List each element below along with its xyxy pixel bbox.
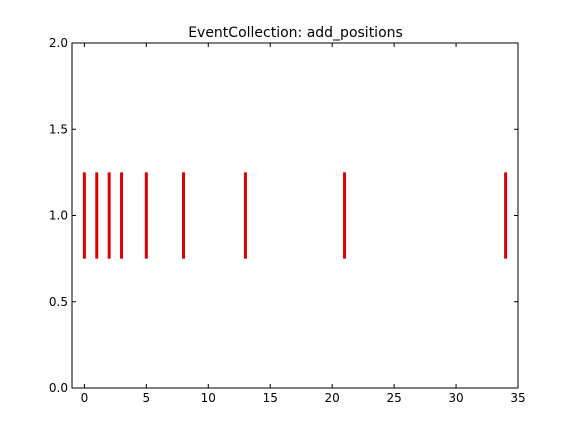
y-axis: 0.0 0.5 1.0 1.5 2.0 (49, 36, 518, 395)
x-tick-label: 30 (448, 391, 463, 405)
x-tick-label: 25 (386, 391, 401, 405)
x-tick-label: 20 (325, 391, 340, 405)
y-tick-label: 1.0 (49, 209, 68, 223)
x-tick-label: 35 (510, 391, 525, 405)
y-tick-label: 0.0 (49, 381, 68, 395)
y-tick-label: 2.0 (49, 36, 68, 50)
x-tick-label: 0 (81, 391, 89, 405)
x-tick-label: 15 (263, 391, 278, 405)
x-axis: 0 5 10 15 20 25 30 35 (81, 43, 526, 405)
chart-title: EventCollection: add_positions (188, 25, 403, 41)
x-tick-label: 5 (143, 391, 151, 405)
x-tick-label: 10 (201, 391, 216, 405)
y-tick-label: 1.5 (49, 122, 68, 136)
event-lines (82, 172, 508, 259)
y-tick-label: 0.5 (49, 295, 68, 309)
plot-frame (71, 42, 519, 389)
